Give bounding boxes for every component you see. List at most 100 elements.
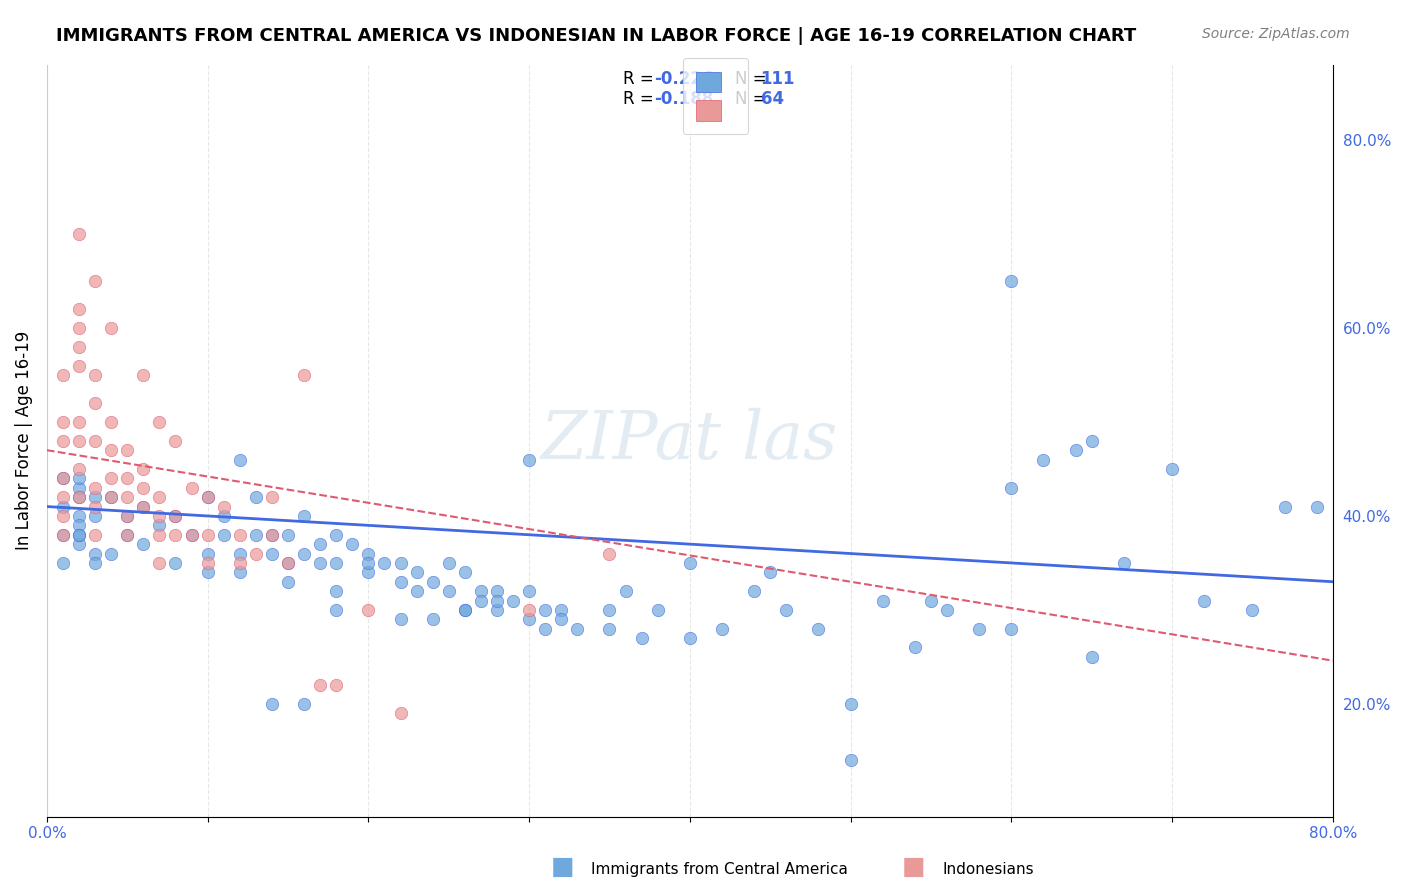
Point <box>904 640 927 655</box>
Point <box>67 340 90 354</box>
Point <box>67 462 90 476</box>
Point <box>567 622 589 636</box>
Point <box>148 527 170 541</box>
Point <box>52 490 75 504</box>
Point <box>517 452 540 467</box>
Point <box>52 508 75 523</box>
Point <box>245 527 267 541</box>
Point <box>292 368 315 382</box>
Point <box>1000 622 1022 636</box>
Point <box>100 443 122 458</box>
Point <box>52 368 75 382</box>
Point <box>614 584 637 599</box>
Point <box>292 547 315 561</box>
Point <box>84 508 107 523</box>
Point <box>197 547 219 561</box>
Point <box>502 593 524 607</box>
Point <box>148 490 170 504</box>
Point <box>165 434 187 448</box>
Point <box>422 612 444 626</box>
Text: 64: 64 <box>761 90 783 108</box>
Point <box>100 321 122 335</box>
Point <box>84 527 107 541</box>
Point <box>67 527 90 541</box>
Point <box>389 706 412 721</box>
Point <box>277 556 299 570</box>
Point <box>454 603 477 617</box>
Point <box>212 527 235 541</box>
Point <box>839 697 862 711</box>
Point <box>165 527 187 541</box>
Legend: , : , <box>683 58 748 134</box>
Point <box>325 584 347 599</box>
Point <box>117 508 139 523</box>
Point <box>67 415 90 429</box>
Point <box>180 481 202 495</box>
Point <box>485 584 508 599</box>
Point <box>679 556 702 570</box>
Point <box>325 556 347 570</box>
Text: IMMIGRANTS FROM CENTRAL AMERICA VS INDONESIAN IN LABOR FORCE | AGE 16-19 CORRELA: IMMIGRANTS FROM CENTRAL AMERICA VS INDON… <box>56 27 1136 45</box>
Text: -0.188: -0.188 <box>654 90 713 108</box>
Point <box>165 556 187 570</box>
Point <box>277 556 299 570</box>
Point <box>260 527 283 541</box>
Point <box>132 462 155 476</box>
Point <box>839 753 862 767</box>
Point <box>260 697 283 711</box>
Point <box>67 508 90 523</box>
Text: ■: ■ <box>551 855 574 880</box>
Point <box>357 556 380 570</box>
Point <box>100 547 122 561</box>
Point <box>422 574 444 589</box>
Point <box>485 603 508 617</box>
Point <box>1274 500 1296 514</box>
Point <box>454 566 477 580</box>
Point <box>759 566 782 580</box>
Point <box>180 527 202 541</box>
Point <box>292 697 315 711</box>
Point <box>132 500 155 514</box>
Point <box>67 518 90 533</box>
Point <box>148 508 170 523</box>
Text: ■: ■ <box>903 855 925 880</box>
Point <box>967 622 990 636</box>
Point <box>470 584 492 599</box>
Point <box>67 227 90 241</box>
Point <box>517 584 540 599</box>
Point <box>100 490 122 504</box>
Point <box>67 359 90 373</box>
Point <box>100 415 122 429</box>
Point <box>1080 649 1102 664</box>
Point <box>84 490 107 504</box>
Point <box>292 508 315 523</box>
Point <box>437 584 460 599</box>
Point <box>84 547 107 561</box>
Point <box>775 603 797 617</box>
Point <box>647 603 669 617</box>
Text: N =: N = <box>735 70 772 87</box>
Point <box>920 593 942 607</box>
Y-axis label: In Labor Force | Age 16-19: In Labor Force | Age 16-19 <box>15 331 32 550</box>
Point <box>100 490 122 504</box>
Point <box>84 481 107 495</box>
Point <box>52 500 75 514</box>
Point <box>132 481 155 495</box>
Point <box>485 593 508 607</box>
Point <box>1064 443 1087 458</box>
Point <box>84 274 107 288</box>
Point <box>1080 434 1102 448</box>
Point <box>229 527 252 541</box>
Point <box>309 556 332 570</box>
Point <box>357 566 380 580</box>
Point <box>309 537 332 551</box>
Point <box>405 584 427 599</box>
Point <box>277 527 299 541</box>
Point <box>67 481 90 495</box>
Point <box>1112 556 1135 570</box>
Point <box>710 622 733 636</box>
Point <box>84 396 107 410</box>
Point <box>1305 500 1327 514</box>
Point <box>117 527 139 541</box>
Text: R =: R = <box>623 90 659 108</box>
